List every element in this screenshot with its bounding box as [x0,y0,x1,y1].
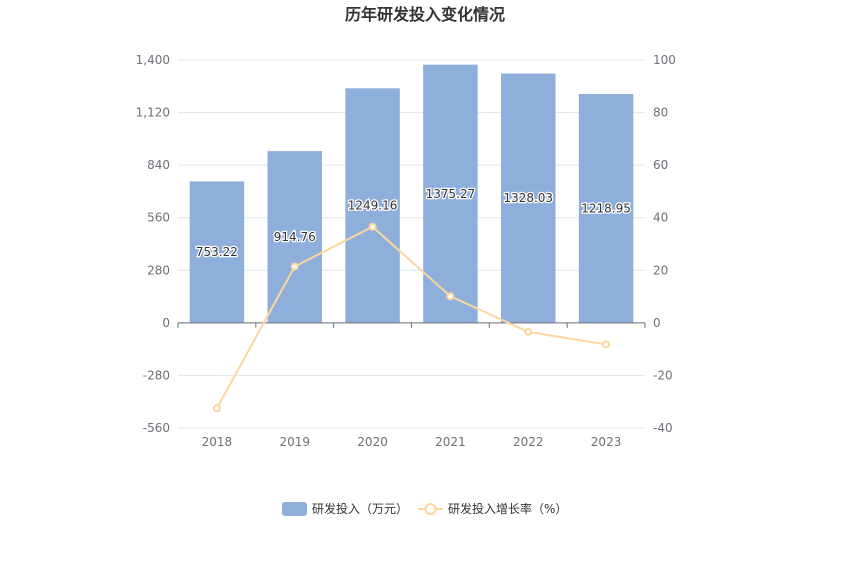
x-tick-label: 2022 [513,435,544,449]
y-left-tick-label: 0 [162,316,170,330]
legend-line-label: 研发投入增长率（%） [448,501,567,516]
bar-value-label: 753.22 [196,245,238,259]
chart-title: 历年研发投入变化情况 [345,5,505,24]
growth-rate-point [524,327,533,336]
y-left-tick-label: 840 [147,158,170,172]
y-left-tick-label: 280 [147,263,170,277]
y-right-tick-label: 60 [653,158,668,172]
y-left-tick-label: 1,400 [136,53,170,67]
y-right-tick-label: 40 [653,211,668,225]
y-right-tick-label: -40 [653,421,673,435]
bar-value-label: 1218.95 [581,201,631,215]
bar [189,181,245,323]
growth-rate-point [212,404,221,413]
y-right-tick-label: 0 [653,316,661,330]
bar [501,73,556,323]
y-left-tick-label: 560 [147,211,170,225]
growth-rate-point [602,340,611,349]
y-right-tick-label: -20 [653,368,673,382]
growth-rate-point [290,262,299,271]
y-right-tick-label: 80 [653,106,668,120]
y-left-tick-label: -560 [143,421,170,435]
bar [267,151,322,323]
bar-value-label: 1328.03 [503,191,553,205]
x-tick-label: 2018 [202,435,233,449]
bar-value-label: 914.76 [274,230,316,244]
y-left-tick-label: -280 [143,368,170,382]
bar-value-label: 1375.27 [426,187,476,201]
bar-series [189,64,634,323]
x-tick-label: 2019 [279,435,310,449]
axes: -560 -280 0 280 560 840 1,120 1,400 -40 -20 0 20 40 6… [136,53,676,449]
bar [578,93,634,323]
line-series [212,222,611,413]
y-left-tick-label: 1,120 [136,106,170,120]
legend[interactable]: 研发投入（万元） 研发投入增长率（%） [282,501,567,516]
bar-labels: 753.22 914.76 1249.16 1375.27 1328.03 1218.95 [195,186,632,261]
x-tick-label: 2023 [591,435,622,449]
bar [345,88,400,323]
growth-rate-point [368,222,377,231]
bar-value-label: 1249.16 [348,199,398,213]
grid-lines [178,59,645,429]
legend-item-bar[interactable]: 研发投入（万元） [282,501,408,516]
legend-bar-swatch [282,502,307,516]
x-tick-label: 2020 [357,435,388,449]
legend-item-line[interactable]: 研发投入增长率（%） [418,501,567,516]
legend-line-marker [424,503,437,515]
legend-bar-label: 研发投入（万元） [312,501,408,516]
x-tick-label: 2021 [435,435,466,449]
y-right-tick-label: 100 [653,53,676,67]
growth-rate-line [216,225,607,409]
y-right-tick-label: 20 [653,263,668,277]
growth-rate-point [446,292,455,301]
